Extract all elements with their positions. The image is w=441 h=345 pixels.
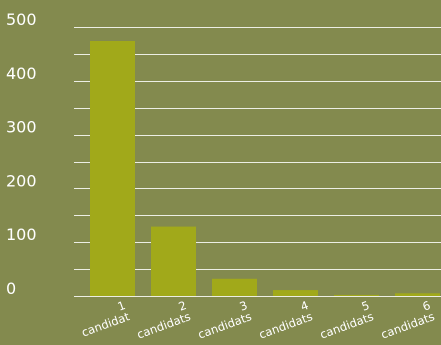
bar: [90, 40, 135, 296]
bar: [273, 290, 318, 296]
x-tick-label: 1candidat: [76, 298, 132, 340]
gridlines: [74, 27, 441, 297]
x-tick-label-line: 6: [421, 298, 433, 314]
y-tick-label: 200: [6, 171, 37, 190]
bar: [395, 293, 440, 296]
x-tick-label-line: candidats: [318, 309, 375, 341]
y-tick-label: 0: [6, 279, 16, 298]
x-tick-label: 2candidats: [131, 298, 193, 342]
x-tick-label-line: 5: [360, 298, 372, 314]
bar: [212, 278, 257, 296]
x-tick-label: 5candidats: [314, 298, 376, 342]
bar: [334, 294, 379, 296]
y-tick-label: 500: [6, 10, 37, 29]
y-tick-label: 100: [6, 225, 37, 244]
x-tick-label: 3candidats: [192, 298, 254, 342]
bars: [90, 40, 440, 296]
x-tick-label-line: 4: [299, 298, 311, 314]
y-tick-label: 400: [6, 64, 37, 83]
x-tick-label-line: 3: [238, 298, 250, 314]
y-axis-ticks: 0 100 200 300 400 500: [6, 10, 37, 298]
y-tick-label: 300: [6, 118, 37, 137]
x-tick-label-line: 2: [177, 298, 189, 314]
x-tick-label-line: 1: [116, 298, 128, 314]
x-tick-label-line: candidats: [196, 309, 253, 341]
x-tick-label: 4candidats: [253, 298, 315, 342]
x-axis-ticks: 1candidat2candidats3candidats4candidats5…: [76, 298, 437, 342]
x-tick-label-line: candidats: [257, 309, 314, 341]
x-tick-label-line: candidat: [80, 309, 132, 339]
x-tick-label-line: candidats: [379, 309, 436, 341]
bar: [151, 226, 196, 296]
x-tick-label-line: candidats: [135, 309, 192, 341]
x-tick-label: 6candidats: [375, 298, 437, 342]
